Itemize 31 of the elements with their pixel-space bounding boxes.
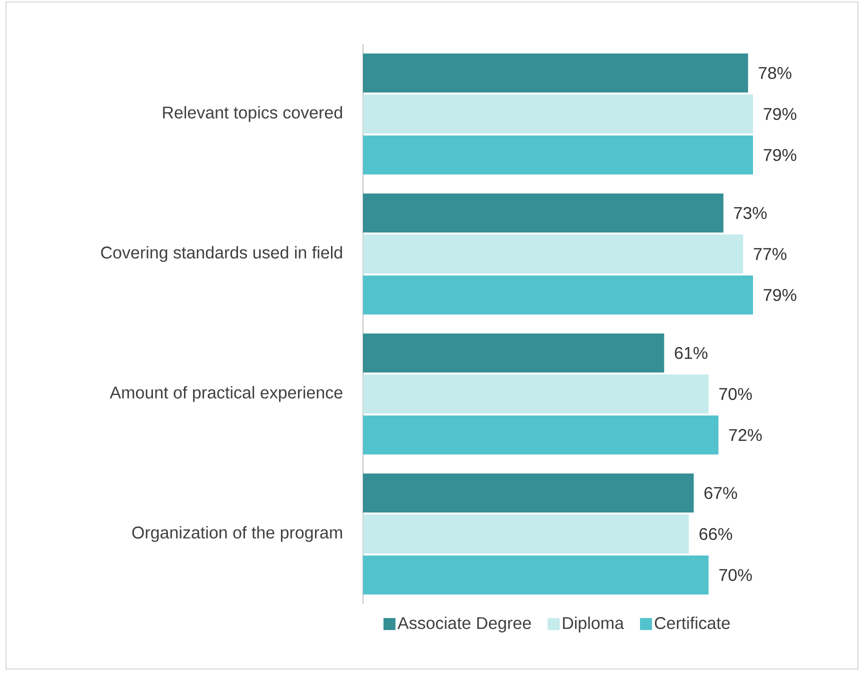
- legend-label: Diploma: [563, 616, 624, 632]
- legend-label: Certificate: [654, 616, 730, 630]
- bar: [363, 556, 709, 595]
- legend-label: Associate Degree: [398, 616, 531, 632]
- bar: [363, 334, 664, 373]
- bar: [363, 136, 754, 175]
- data-label: 67%: [704, 486, 738, 500]
- bar: [363, 416, 718, 455]
- data-label: 78%: [758, 66, 792, 80]
- data-label: 72%: [729, 429, 762, 441]
- data-label: 61%: [674, 346, 708, 360]
- bar: [363, 194, 724, 232]
- data-label: 70%: [719, 388, 752, 400]
- data-label: 79%: [764, 108, 796, 120]
- data-label: 77%: [754, 248, 786, 260]
- data-label: 79%: [764, 288, 796, 302]
- bar: [363, 276, 754, 315]
- data-label: 73%: [734, 206, 767, 220]
- y-tick-label: Covering standards used in field: [101, 246, 342, 262]
- data-label: 66%: [700, 528, 732, 540]
- data-label: 79%: [764, 148, 796, 162]
- y-tick-label: Amount of practical experience: [110, 386, 342, 402]
- bar: [363, 374, 709, 414]
- bar: [363, 514, 689, 554]
- y-tick-label: Relevant topics covered: [163, 106, 342, 122]
- data-label: 70%: [719, 568, 752, 582]
- bar: [363, 474, 694, 513]
- bar: [363, 54, 748, 92]
- y-tick-label: Organization of the program: [132, 526, 342, 542]
- bar: [363, 234, 744, 274]
- bar: [363, 94, 754, 134]
